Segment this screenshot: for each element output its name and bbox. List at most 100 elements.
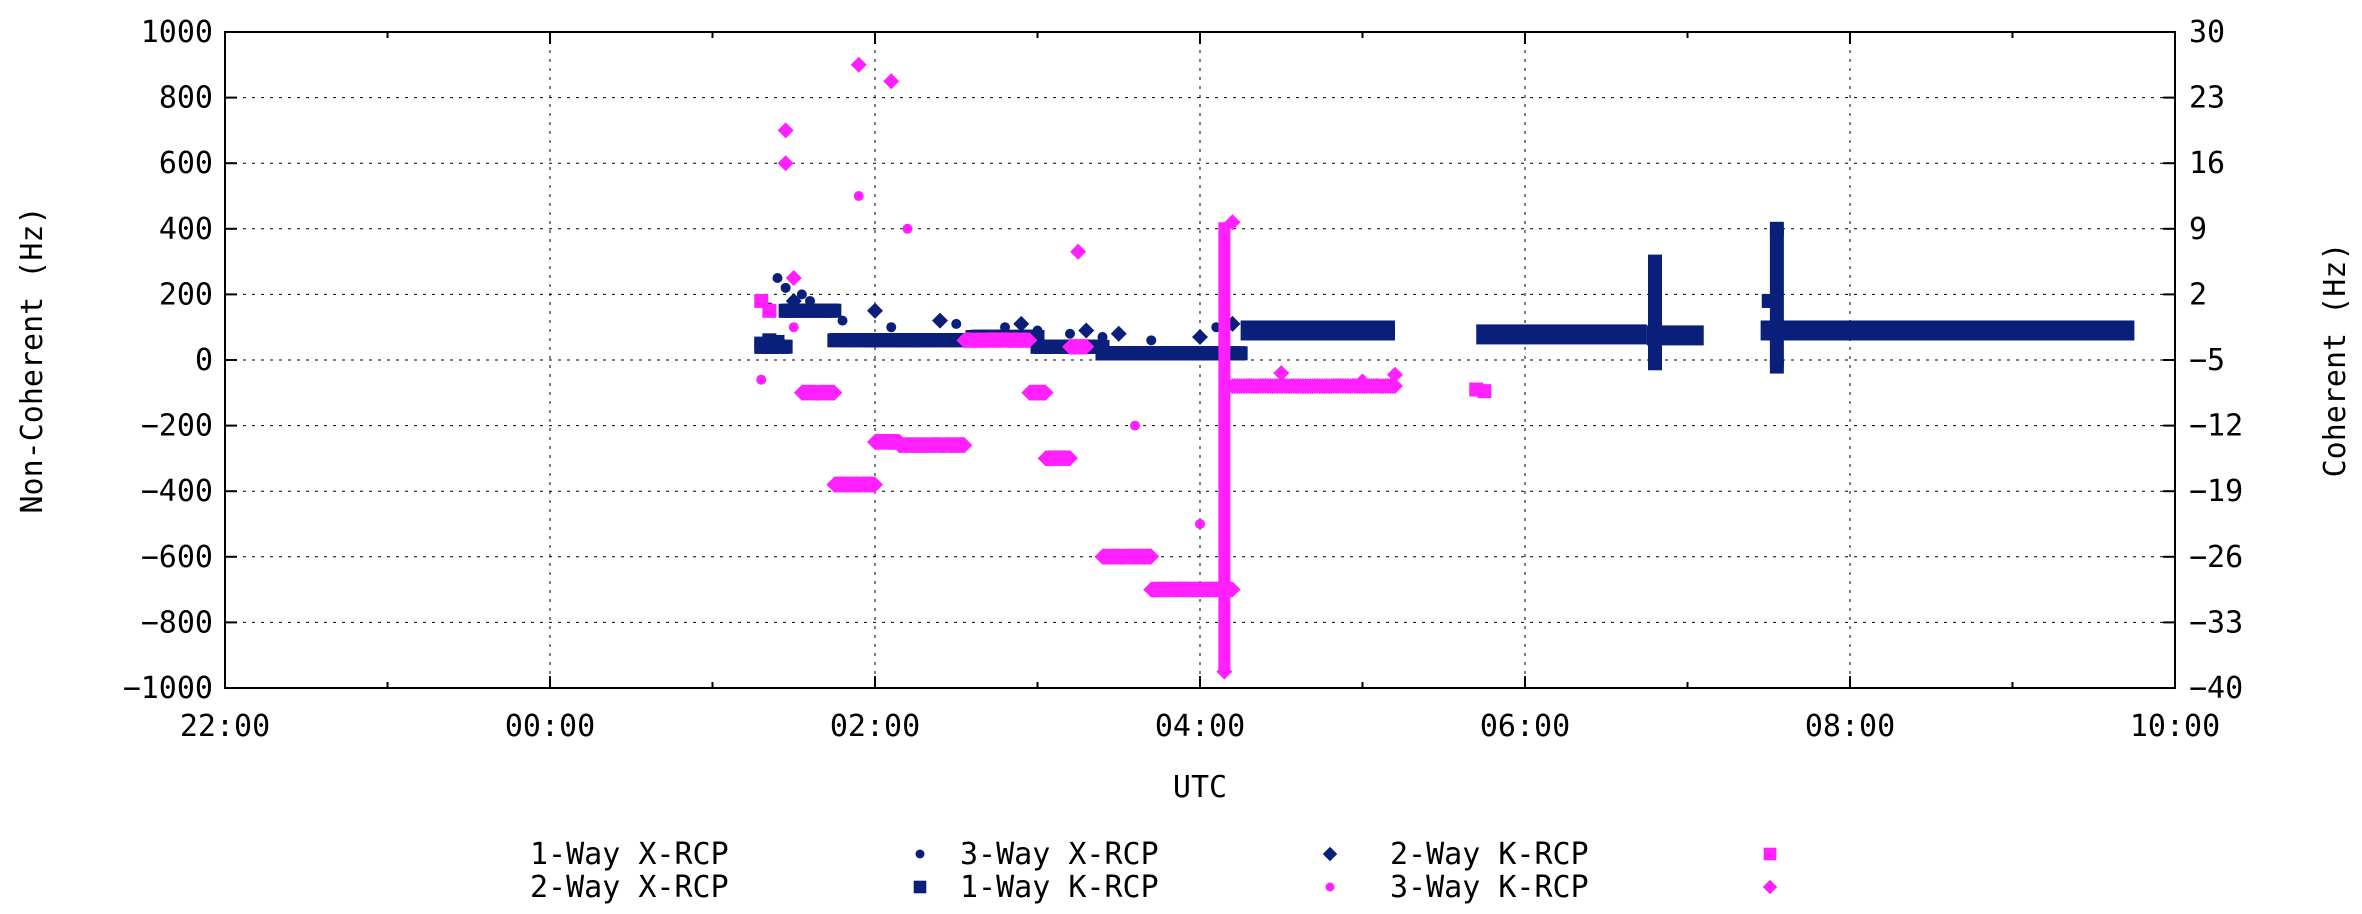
- y-tick-label-left: −600: [141, 540, 213, 575]
- series-point-1-way-x-rcp: [1000, 322, 1010, 333]
- legend-label: 1-Way X-RCP: [530, 837, 729, 872]
- legend-marker: [1762, 879, 1778, 895]
- legend-entry: 1-Way K-RCP: [960, 870, 1335, 905]
- series-point-3-way-k-rcp: [1062, 450, 1078, 467]
- series-point-2-way-k-rcp: [1477, 384, 1492, 399]
- x-tick-label: 06:00: [1480, 709, 1570, 744]
- y-tick-label-left: 200: [159, 277, 213, 312]
- series-point-3-way-k-rcp: [826, 384, 843, 401]
- x-tick-label: 08:00: [1805, 709, 1895, 744]
- series-point-3-way-k-rcp: [1143, 548, 1160, 565]
- series-point-1-way-x-rcp: [1032, 325, 1043, 336]
- series-point-1-way-x-rcp: [1146, 335, 1157, 346]
- x-tick-label: 00:00: [505, 709, 595, 744]
- series-point-1-way-x-rcp: [805, 295, 815, 306]
- series-point-1-way-x-rcp: [1065, 328, 1075, 339]
- series-point-3-way-k-rcp: [1218, 222, 1231, 672]
- y-tick-label-right: 23: [2189, 81, 2225, 116]
- y-tick-label-left: 600: [159, 146, 213, 181]
- y-tick-label-right: −19: [2189, 474, 2243, 509]
- series-point-2-way-x-rcp: [1240, 320, 1395, 341]
- legend-label: 3-Way K-RCP: [1390, 870, 1589, 905]
- series-point-3-way-k-rcp: [785, 270, 802, 286]
- series-point-1-way-k-rcp: [1130, 420, 1140, 431]
- series-point-3-way-k-rcp: [1037, 384, 1054, 401]
- y-tick-label-right: 9: [2189, 212, 2207, 247]
- y-tick-label-left: −1000: [123, 671, 213, 706]
- legend-entry: 3-Way K-RCP: [1390, 870, 1778, 905]
- series-point-1-way-x-rcp: [780, 282, 791, 293]
- y-tick-label-left: 800: [159, 81, 213, 116]
- series-point-2-way-x-rcp: [827, 303, 842, 318]
- y-tick-label-right: −40: [2189, 671, 2243, 706]
- y-tick-label-left: 0: [195, 343, 213, 378]
- y-tick-label-left: −200: [141, 409, 213, 444]
- series-point-1-way-x-rcp: [796, 289, 807, 300]
- series-point-1-way-k-rcp: [756, 374, 767, 385]
- y-tick-label-right: −12: [2189, 409, 2243, 444]
- plot-frame: [224, 31, 2176, 689]
- legend-entry: 1-Way X-RCP: [530, 837, 925, 872]
- y-axis-label-left: Non-Coherent (Hz): [15, 206, 50, 513]
- legend-entry: 2-Way X-RCP: [530, 870, 927, 905]
- series-point-3-way-k-rcp: [1273, 365, 1290, 382]
- legend-entry: 2-Way K-RCP: [1390, 837, 1777, 872]
- series-point-3-way-x-rcp: [1078, 322, 1095, 339]
- y-tick-label-right: 2: [2189, 277, 2207, 312]
- y-tick-label-left: 400: [159, 212, 213, 247]
- series-point-3-way-x-rcp: [1013, 315, 1030, 332]
- legend-marker: [1325, 882, 1335, 892]
- series-point-2-way-x-rcp: [1476, 324, 1647, 345]
- data-points: [754, 56, 2135, 680]
- y-tick-label-right: −26: [2189, 540, 2243, 575]
- series-point-2-way-x-rcp: [1769, 228, 1784, 367]
- x-tick-label: 04:00: [1155, 709, 1245, 744]
- legend-entry: 3-Way X-RCP: [960, 837, 1338, 872]
- series-point-1-way-k-rcp: [788, 322, 799, 333]
- legend-marker: [913, 880, 927, 894]
- series-point-1-way-x-rcp: [951, 318, 962, 329]
- y-tick-label-left: 1000: [141, 15, 213, 50]
- legend-label: 2-Way K-RCP: [1390, 837, 1589, 872]
- series-point-1-way-k-rcp: [902, 223, 913, 234]
- legend-label: 1-Way K-RCP: [960, 870, 1159, 905]
- y-axis-label-right: Coherent (Hz): [2318, 243, 2353, 478]
- series-point-3-way-x-rcp: [1192, 329, 1208, 346]
- y-tick-label-right: −33: [2189, 605, 2243, 640]
- x-tick-label: 02:00: [830, 709, 920, 744]
- series-point-3-way-k-rcp: [883, 73, 900, 90]
- x-tick-label: 10:00: [2130, 709, 2220, 744]
- series-point-2-way-x-rcp: [1648, 261, 1662, 364]
- series-point-3-way-k-rcp: [1078, 338, 1095, 355]
- series-point-3-way-k-rcp: [1387, 378, 1403, 395]
- series-point-3-way-k-rcp: [956, 437, 973, 454]
- series-point-3-way-x-rcp: [785, 292, 802, 309]
- series-point-3-way-k-rcp: [1021, 332, 1038, 349]
- series-point-1-way-x-rcp: [772, 273, 783, 283]
- grid: [224, 31, 2176, 689]
- series-point-1-way-k-rcp: [853, 191, 864, 201]
- series-point-3-way-x-rcp: [867, 302, 883, 319]
- series-point-2-way-x-rcp: [770, 334, 785, 349]
- series-point-3-way-k-rcp: [777, 155, 794, 172]
- y-tick-label-right: 30: [2189, 15, 2225, 50]
- x-axis-label: UTC: [1173, 770, 1227, 805]
- series-point-1-way-x-rcp: [886, 322, 897, 333]
- series-point-3-way-x-rcp: [932, 312, 948, 329]
- legend-marker: [915, 849, 925, 859]
- legend-marker: [1763, 847, 1777, 861]
- series-point-3-way-k-rcp: [850, 56, 867, 73]
- x-tick-labels: 22:00 00:00 02:00 04:00 06:00 08:00 10:00: [180, 709, 2220, 744]
- legend-marker: [1322, 846, 1338, 862]
- y-tick-label-left: −800: [141, 605, 213, 640]
- y-tick-label-right: 16: [2189, 146, 2225, 181]
- series-point-3-way-k-rcp: [777, 122, 794, 139]
- legend-label: 3-Way X-RCP: [960, 837, 1159, 872]
- y-tick-labels-left: −1000 −800 −600 −400 −200 0 200 400 600 800 1000: [123, 15, 213, 706]
- y-tick-label-right: −5: [2189, 343, 2225, 378]
- series-point-2-way-x-rcp: [1760, 320, 2135, 341]
- y-tick-label-left: −400: [141, 474, 213, 509]
- series-point-1-way-x-rcp: [837, 315, 848, 326]
